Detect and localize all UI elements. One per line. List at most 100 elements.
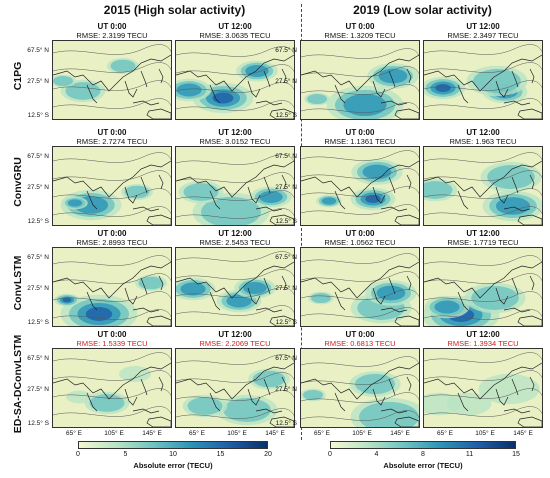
coastline bbox=[503, 100, 531, 106]
coastline bbox=[140, 70, 148, 88]
error-region bbox=[424, 392, 462, 416]
contour-line bbox=[424, 152, 542, 163]
map-plot bbox=[176, 349, 294, 427]
contour-line bbox=[176, 269, 294, 280]
contour-line bbox=[176, 172, 294, 183]
coastline bbox=[176, 261, 294, 299]
coastline bbox=[380, 100, 408, 106]
contour-line bbox=[176, 190, 294, 201]
panel-rmse: RMSE: 1.5339 TECU bbox=[76, 339, 148, 348]
contour-line bbox=[301, 374, 419, 385]
contour-line bbox=[424, 206, 542, 217]
contour-line bbox=[176, 46, 294, 57]
coastline bbox=[388, 70, 396, 88]
coastline bbox=[517, 108, 542, 119]
contour-line bbox=[53, 188, 171, 199]
coastline bbox=[158, 376, 164, 392]
error-region bbox=[434, 300, 460, 314]
coastline bbox=[176, 160, 294, 198]
contour-line bbox=[301, 392, 419, 403]
panel-rmse: RMSE: 3.0635 TECU bbox=[199, 31, 271, 40]
contour-line bbox=[424, 406, 542, 417]
contour-line bbox=[176, 408, 294, 419]
map-plot bbox=[53, 248, 171, 326]
colorbar bbox=[330, 441, 516, 449]
coastline bbox=[334, 392, 346, 412]
coastline bbox=[372, 80, 386, 98]
colorbar-tick-label: 0 bbox=[76, 451, 80, 458]
contour-line bbox=[424, 352, 542, 363]
coastline bbox=[209, 84, 221, 104]
error-region bbox=[362, 164, 392, 180]
panel-time: UT 12:00 bbox=[466, 128, 500, 137]
error-region bbox=[187, 397, 223, 415]
group-title: 2019 (Low solar activity) bbox=[353, 3, 492, 17]
error-region bbox=[85, 307, 113, 321]
panel-time: UT 12:00 bbox=[466, 22, 500, 31]
contour-line bbox=[424, 80, 542, 91]
panel-time: UT 0:00 bbox=[345, 128, 375, 137]
contour-line bbox=[176, 287, 294, 298]
panel-rmse: RMSE: 2.7274 TECU bbox=[76, 137, 148, 146]
coastline bbox=[86, 84, 98, 104]
contour-line bbox=[53, 62, 171, 73]
map-plot bbox=[53, 147, 171, 225]
contour-line bbox=[53, 170, 171, 181]
error-region bbox=[311, 292, 331, 304]
error-map-panel bbox=[423, 146, 543, 226]
coastline bbox=[209, 291, 221, 311]
map-plot bbox=[176, 41, 294, 119]
error-map-panel bbox=[175, 40, 295, 120]
contour-line bbox=[176, 354, 294, 365]
contour-line bbox=[53, 44, 171, 55]
coastline bbox=[124, 388, 138, 406]
colorbar-tick-label: 8 bbox=[421, 451, 425, 458]
coastline bbox=[457, 291, 469, 311]
coastline bbox=[247, 287, 261, 305]
panel-rmse: RMSE: 3.0152 TECU bbox=[199, 137, 271, 146]
contour-line bbox=[424, 170, 542, 181]
error-region bbox=[343, 93, 387, 117]
contour-line bbox=[301, 271, 419, 282]
lon-tick-label: 145° E bbox=[142, 430, 162, 437]
lat-tick-label: 27.5° N bbox=[27, 386, 49, 393]
coastline bbox=[388, 378, 396, 396]
error-region bbox=[424, 181, 453, 199]
coastline bbox=[269, 416, 294, 427]
colorbar-tick-label: 11 bbox=[465, 451, 474, 458]
contour-line bbox=[53, 273, 171, 284]
lat-tick-label: 27.5° N bbox=[275, 78, 297, 85]
lat-tick-label: 27.5° N bbox=[27, 184, 49, 191]
contour-line bbox=[301, 66, 419, 77]
error-map-panel bbox=[300, 348, 420, 428]
coastline bbox=[301, 160, 419, 198]
panel-time: UT 0:00 bbox=[97, 229, 127, 238]
panel-time: UT 12:00 bbox=[218, 22, 252, 31]
coastline bbox=[394, 108, 419, 119]
panel-rmse: RMSE: 2.3497 TECU bbox=[447, 31, 519, 40]
coastline bbox=[372, 186, 386, 204]
coastline bbox=[53, 362, 171, 400]
colorbar-tick-label: 15 bbox=[216, 451, 225, 458]
panel-time: UT 0:00 bbox=[97, 128, 127, 137]
coastline bbox=[372, 287, 386, 305]
error-region bbox=[378, 68, 408, 84]
error-region bbox=[124, 185, 150, 199]
coastline bbox=[146, 416, 171, 427]
coastline bbox=[53, 261, 171, 299]
colorbar-tick-label: 15 bbox=[512, 451, 520, 458]
row-label: ConvGRU bbox=[12, 157, 24, 207]
contour-line bbox=[53, 388, 171, 399]
coastline bbox=[424, 54, 542, 92]
coastline bbox=[140, 378, 148, 396]
contour-line bbox=[53, 206, 171, 217]
error-region bbox=[478, 373, 540, 405]
colorbar-tick-label: 4 bbox=[374, 451, 379, 458]
coastline bbox=[301, 261, 419, 299]
coastline bbox=[301, 362, 419, 400]
panel-rmse: RMSE: 1.3934 TECU bbox=[447, 339, 519, 348]
coastline bbox=[511, 277, 519, 295]
lat-tick-label: 12.5° S bbox=[27, 112, 49, 119]
contour-line bbox=[301, 150, 419, 161]
coastline bbox=[124, 287, 138, 305]
